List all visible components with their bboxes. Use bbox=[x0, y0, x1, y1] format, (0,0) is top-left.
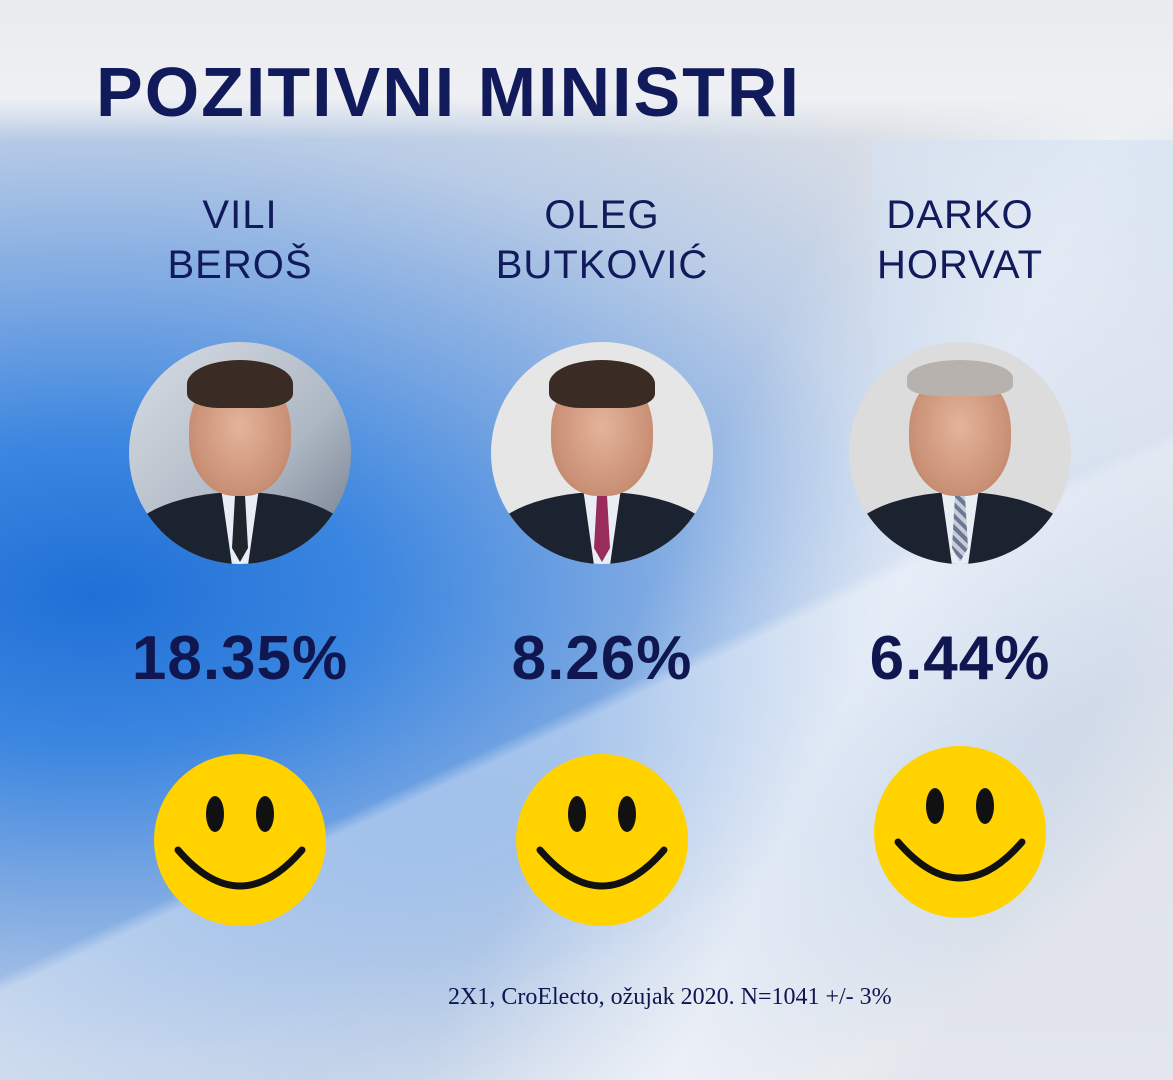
minister-first-name: VILI bbox=[202, 193, 278, 237]
minister-first-name: DARKO bbox=[886, 193, 1034, 237]
background-facet-right bbox=[873, 140, 1173, 1080]
minister-percent: 6.44% bbox=[869, 624, 1051, 693]
minister-last-name: BEROŠ bbox=[167, 243, 313, 287]
minister-last-name: BUTKOVIĆ bbox=[495, 243, 709, 287]
minister-card-3: DARKO HORVAT 6.44% bbox=[770, 190, 1150, 920]
minister-card-1: VILI BEROŠ 18.35% bbox=[50, 190, 430, 928]
minister-card-2: OLEG BUTKOVIĆ 8.26% bbox=[412, 190, 792, 928]
smiley-face-icon bbox=[874, 746, 1046, 918]
minister-photo bbox=[491, 342, 713, 564]
minister-last-name: HORVAT bbox=[876, 243, 1044, 287]
survey-footnote: 2X1, CroElecto, ožujak 2020. N=1041 +/- … bbox=[448, 984, 892, 1010]
minister-photo bbox=[129, 342, 351, 564]
minister-percent: 8.26% bbox=[511, 624, 693, 693]
smiley-face-icon bbox=[516, 754, 688, 926]
minister-photo bbox=[849, 342, 1071, 564]
minister-first-name: OLEG bbox=[544, 193, 660, 237]
background-top-band bbox=[0, 0, 1173, 140]
page-title: POZITIVNI MINISTRI bbox=[96, 53, 801, 131]
minister-percent: 18.35% bbox=[131, 624, 349, 693]
smiley-face-icon bbox=[154, 754, 326, 926]
